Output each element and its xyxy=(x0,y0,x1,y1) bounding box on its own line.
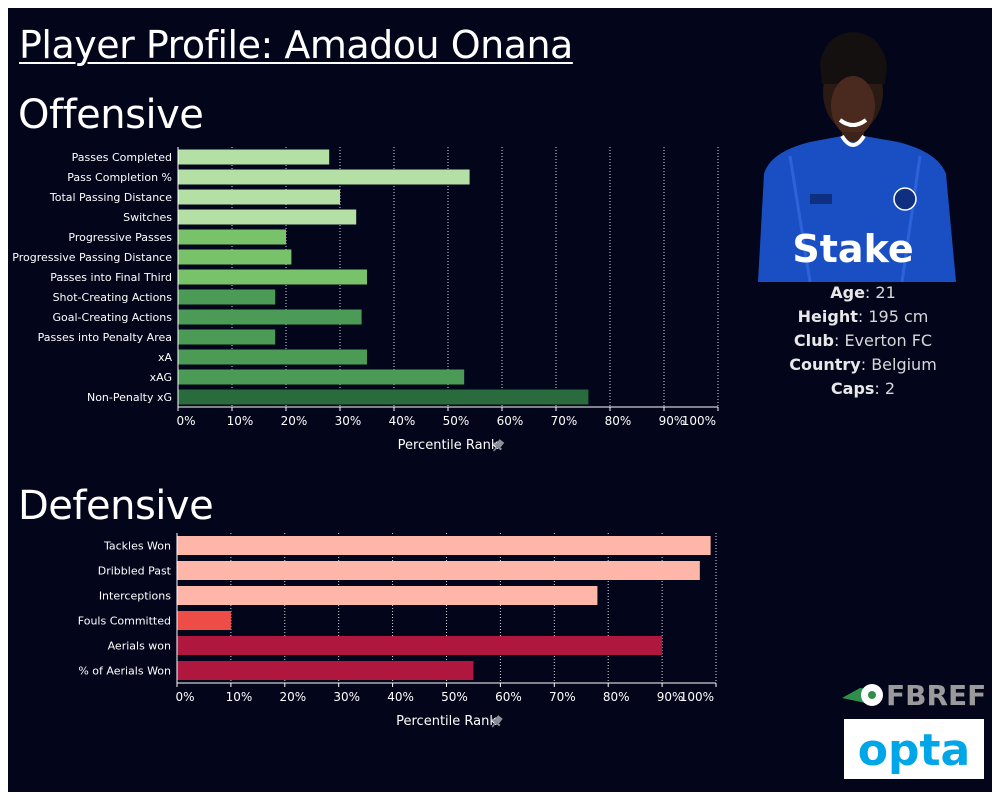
bar xyxy=(177,561,700,580)
x-tick-label: 30% xyxy=(333,690,360,704)
offensive-chart: Passes Completed Pass Completion % Total P… xyxy=(12,147,719,453)
figure-canvas: Player Profile: Amadou Onana Offensive D… xyxy=(8,8,992,792)
info-age: Age: 21 xyxy=(830,283,896,302)
fbref-logo-text: FBREF xyxy=(886,679,986,712)
category-label: Tackles Won xyxy=(103,540,171,553)
category-label: Fouls Committed xyxy=(78,615,171,628)
x-tick-label: 10% xyxy=(227,414,254,428)
category-label: Aerials won xyxy=(108,640,171,653)
x-tick-label: 20% xyxy=(281,414,308,428)
bar xyxy=(178,389,589,405)
category-label: Passes into Final Third xyxy=(50,271,172,284)
bar xyxy=(177,586,598,605)
x-tick-label: 70% xyxy=(551,414,578,428)
defensive-section-title: Defensive xyxy=(18,483,214,529)
bar xyxy=(178,189,340,205)
shirt-sponsor-text: Stake xyxy=(792,227,913,271)
bar xyxy=(178,149,330,165)
category-label: Passes Completed xyxy=(72,151,172,164)
x-tick-label: 50% xyxy=(443,414,470,428)
category-label: Interceptions xyxy=(99,590,171,603)
opta-logo: opta xyxy=(844,719,984,779)
category-label: Goal-Creating Actions xyxy=(53,311,173,324)
x-tick-label: 100% xyxy=(680,690,714,704)
category-label: xAG xyxy=(150,371,172,384)
bar xyxy=(178,249,292,265)
x-tick-label: 90% xyxy=(657,690,684,704)
x-tick-label: 30% xyxy=(335,414,362,428)
x-tick-label: 100% xyxy=(682,414,716,428)
bar xyxy=(177,636,663,655)
bar xyxy=(178,329,276,345)
x-tick-label: 10% xyxy=(226,690,253,704)
category-label: Dribbled Past xyxy=(98,565,172,578)
bar xyxy=(178,349,367,365)
bar xyxy=(178,369,465,385)
x-tick-label: 80% xyxy=(605,414,632,428)
category-label: xA xyxy=(158,351,173,364)
player-info: Age: 21 Height: 195 cm Club: Everton FC … xyxy=(744,281,982,401)
bar xyxy=(177,661,474,680)
info-height: Height: 195 cm xyxy=(797,307,929,326)
bar xyxy=(178,269,367,285)
x-axis-label: Percentile Rank xyxy=(398,438,499,453)
category-label: Passes into Penalty Area xyxy=(38,331,172,344)
category-label: Switches xyxy=(123,211,172,224)
pin-icon xyxy=(493,439,505,452)
info-club: Club: Everton FC xyxy=(793,331,933,350)
x-tick-label: 20% xyxy=(279,690,306,704)
x-axis-label: Percentile Rank xyxy=(396,714,497,729)
x-tick-label: 50% xyxy=(441,690,468,704)
x-tick-label: 70% xyxy=(549,690,576,704)
player-photo: Stake xyxy=(750,24,960,282)
x-tick-label: 40% xyxy=(389,414,416,428)
bar xyxy=(178,229,286,245)
x-tick-label: 60% xyxy=(495,690,522,704)
x-tick-label: 0% xyxy=(175,690,194,704)
fbref-logo: FBREF xyxy=(842,679,986,712)
category-label: Shot-Creating Actions xyxy=(53,291,173,304)
x-tick-label: 80% xyxy=(603,690,630,704)
category-label: Progressive Passes xyxy=(68,231,172,244)
category-label: Pass Completion % xyxy=(67,171,172,184)
category-label: Non-Penalty xG xyxy=(87,391,172,404)
defensive-chart: Tackles Won Dribbled Past Interceptions Fou… xyxy=(78,533,717,729)
bar xyxy=(178,309,362,325)
info-caps: Caps: 2 xyxy=(830,379,896,398)
info-country: Country: Belgium xyxy=(789,355,937,374)
bar xyxy=(178,289,276,305)
category-label: % of Aerials Won xyxy=(78,665,171,678)
pin-icon xyxy=(491,715,503,728)
bar xyxy=(178,209,357,225)
page-title: Player Profile: Amadou Onana xyxy=(19,23,573,67)
category-label: Total Passing Distance xyxy=(49,191,172,204)
bar xyxy=(178,169,470,185)
offensive-section-title: Offensive xyxy=(18,92,204,138)
x-tick-label: 60% xyxy=(497,414,524,428)
opta-logo-text: opta xyxy=(858,725,970,776)
bar xyxy=(177,536,711,555)
x-tick-label: 90% xyxy=(659,414,686,428)
x-tick-label: 40% xyxy=(387,690,414,704)
bar xyxy=(177,611,231,630)
category-label: Progressive Passing Distance xyxy=(12,251,172,264)
x-tick-label: 0% xyxy=(176,414,195,428)
